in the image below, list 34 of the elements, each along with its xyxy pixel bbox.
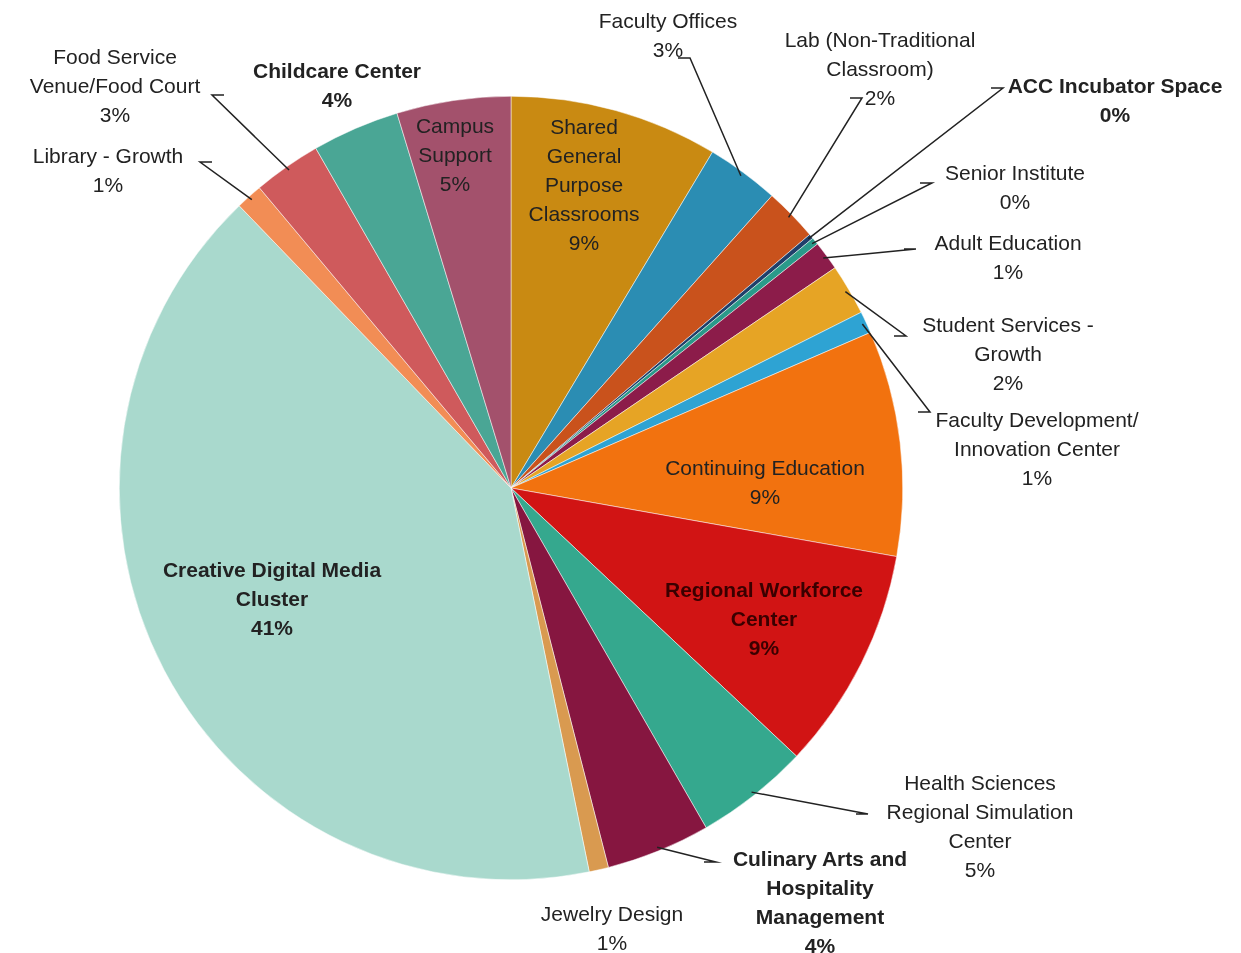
data-label: 1% [992,260,1024,283]
slice-label: Adult Education [934,231,1082,254]
data-label: 1% [1021,466,1053,489]
data-label: 1% [596,931,628,953]
data-label: 0% [999,190,1031,213]
data-label: 3% [652,38,684,61]
slice-label: Childcare Center [252,59,422,82]
slice-label: Faculty Development/ Innovation Center [935,408,1139,460]
slice-label: Lab (Non-Traditional Classroom) [784,28,976,80]
data-label: 2% [864,86,896,109]
data-label: 4% [804,934,836,953]
slice-label: Jewelry Design [540,902,684,925]
data-label: 5% [439,172,471,195]
data-label: 41% [250,616,294,639]
slice-label: Student Services - Growth [922,313,1094,365]
slice-label: Regional Workforce Center [665,578,863,630]
slice-label: Creative Digital Media Cluster [162,558,382,610]
data-label: 3% [99,103,131,126]
slice-label: Continuing Education [665,456,865,479]
data-label: 5% [964,858,996,881]
data-label: 1% [92,173,124,196]
slice-label: Senior Institute [944,161,1086,184]
data-label: 9% [568,231,600,254]
data-label: 9% [748,636,780,659]
slice-label: Shared General Purpose Classrooms [528,115,640,225]
data-label: 9% [749,485,781,508]
slice-label: Campus Support [415,114,495,166]
data-label: 4% [321,88,353,111]
slice-label: Library - Growth [32,144,184,167]
data-label: 0% [1099,103,1131,126]
slice-label: Food Service Venue/Food Court [29,45,201,97]
slice-label: Faculty Offices [598,9,738,32]
slice-label: ACC Incubator Space [1007,74,1223,97]
data-label: 2% [992,371,1024,394]
